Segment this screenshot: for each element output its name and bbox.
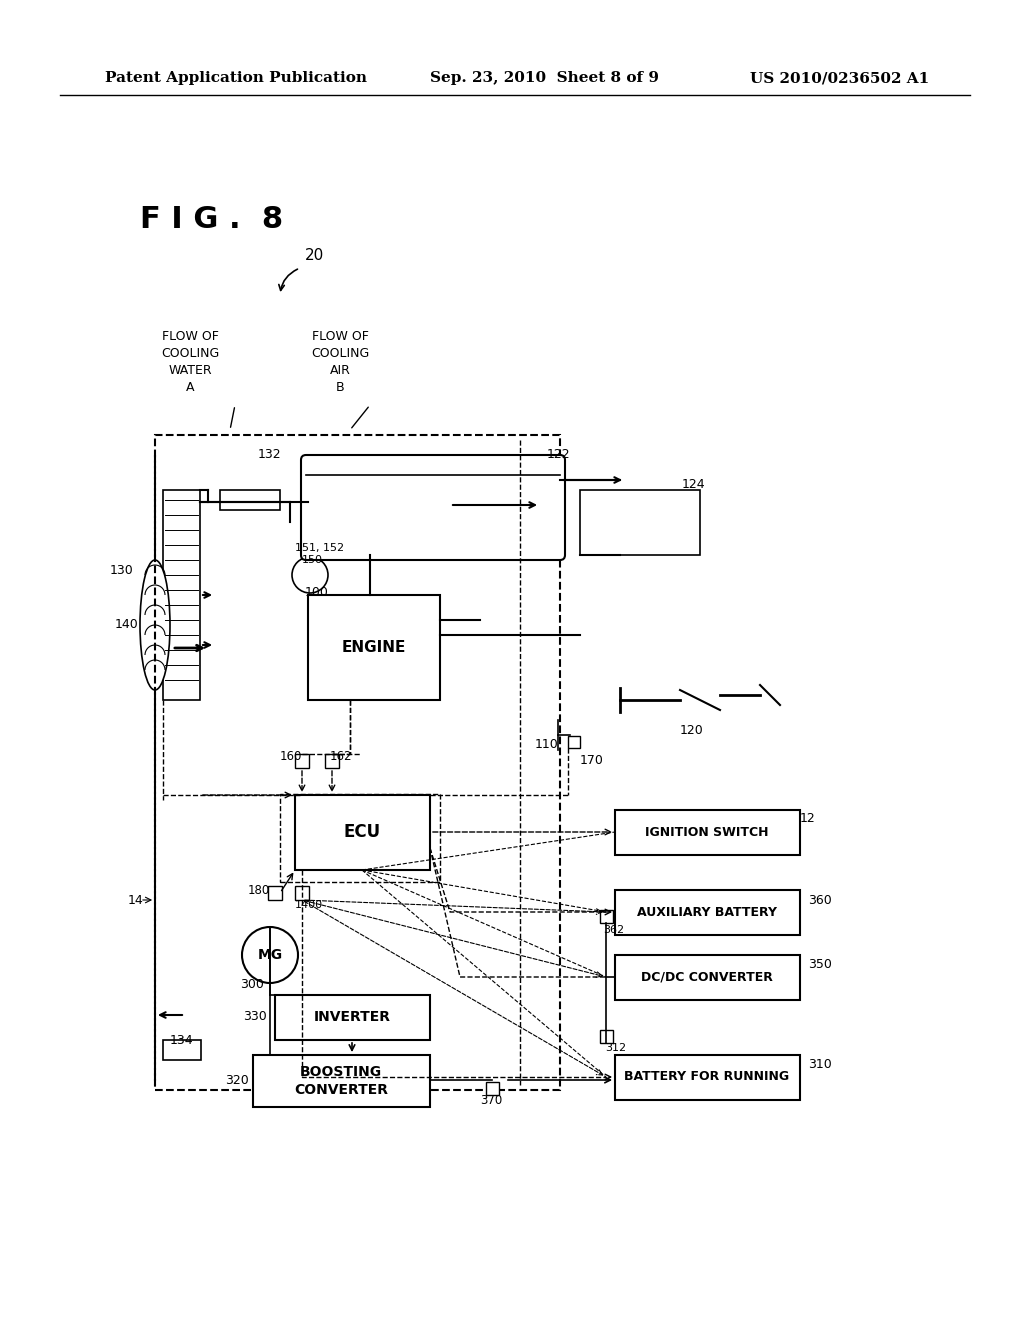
Text: 300: 300 (240, 978, 264, 991)
Text: 20: 20 (305, 248, 325, 263)
Text: 362: 362 (603, 925, 624, 935)
Text: BOOSTING
CONVERTER: BOOSTING CONVERTER (294, 1065, 388, 1097)
Text: 180: 180 (248, 883, 270, 896)
Text: Patent Application Publication: Patent Application Publication (105, 71, 367, 84)
Bar (155, 436, 560, 1090)
Text: ENGINE: ENGINE (342, 639, 407, 655)
Bar (615, 810, 800, 855)
Text: 12: 12 (800, 812, 816, 825)
Text: 360: 360 (808, 894, 831, 907)
Text: INVERTER: INVERTER (313, 1010, 390, 1024)
Text: 162: 162 (330, 751, 352, 763)
Text: 130: 130 (110, 564, 134, 577)
Bar (220, 490, 280, 510)
Text: Sep. 23, 2010  Sheet 8 of 9: Sep. 23, 2010 Sheet 8 of 9 (430, 71, 659, 84)
Text: BATTERY FOR RUNNING: BATTERY FOR RUNNING (625, 1071, 790, 1084)
Bar (295, 795, 430, 870)
Text: 312: 312 (605, 1043, 626, 1053)
Bar (600, 909, 613, 923)
Text: 134: 134 (170, 1034, 194, 1047)
Text: 330: 330 (243, 1011, 266, 1023)
Text: DC/DC CONVERTER: DC/DC CONVERTER (641, 970, 773, 983)
Bar (486, 1082, 499, 1096)
Bar (268, 886, 282, 900)
Text: MG: MG (257, 948, 283, 962)
Text: 320: 320 (225, 1073, 249, 1086)
Text: 151, 152: 151, 152 (295, 543, 344, 553)
Circle shape (242, 927, 298, 983)
Bar (325, 754, 339, 768)
Bar (253, 1055, 430, 1107)
Bar (295, 754, 309, 768)
Text: 310: 310 (808, 1059, 831, 1072)
Text: FLOW OF
COOLING
AIR
B: FLOW OF COOLING AIR B (311, 330, 369, 393)
Text: 350: 350 (808, 958, 831, 972)
Text: F I G .  8: F I G . 8 (140, 206, 283, 235)
Bar (600, 1030, 613, 1043)
Text: AUXILIARY BATTERY: AUXILIARY BATTERY (637, 906, 777, 919)
Text: 170: 170 (580, 754, 604, 767)
Text: US 2010/0236502 A1: US 2010/0236502 A1 (750, 71, 929, 84)
Bar (280, 795, 440, 882)
Bar (308, 595, 440, 700)
Text: 100: 100 (305, 586, 329, 598)
Bar (568, 737, 580, 748)
Text: 370: 370 (480, 1093, 502, 1106)
Text: 132: 132 (258, 449, 282, 462)
Circle shape (292, 557, 328, 593)
Bar (615, 1055, 800, 1100)
Ellipse shape (140, 560, 170, 690)
Bar (580, 490, 700, 554)
Bar (163, 490, 200, 700)
Text: 124: 124 (682, 479, 706, 491)
Text: 150: 150 (302, 554, 323, 565)
Bar (615, 890, 800, 935)
Text: 120: 120 (680, 723, 703, 737)
Text: FLOW OF
COOLING
WATER
A: FLOW OF COOLING WATER A (161, 330, 219, 393)
Text: IGNITION SWITCH: IGNITION SWITCH (645, 825, 769, 838)
FancyBboxPatch shape (301, 455, 565, 560)
Text: 1400: 1400 (295, 900, 324, 909)
Text: 140: 140 (115, 619, 138, 631)
Bar (275, 995, 430, 1040)
Bar (615, 954, 800, 1001)
Bar (163, 1040, 201, 1060)
Bar (295, 886, 309, 900)
Text: 110: 110 (535, 738, 559, 751)
Text: 160: 160 (280, 751, 302, 763)
Text: ECU: ECU (343, 822, 381, 841)
Text: 14: 14 (128, 894, 143, 907)
Text: 122: 122 (547, 449, 570, 462)
